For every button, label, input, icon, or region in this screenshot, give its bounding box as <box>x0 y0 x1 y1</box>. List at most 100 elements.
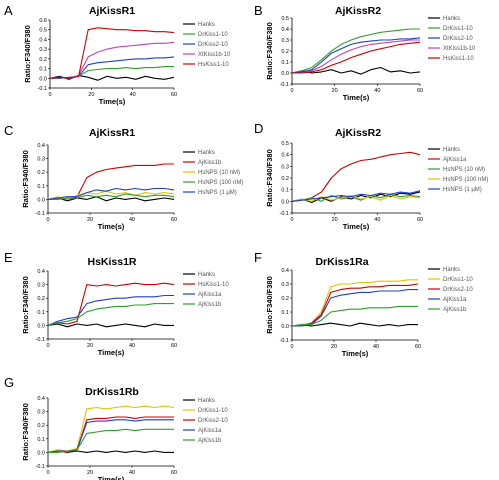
panel-c-legend-entry-4: HsNPS (1 μM) <box>198 190 237 196</box>
panel-e-series-line-2 <box>47 294 174 326</box>
panel-g-title: DrKiss1Rb <box>85 386 139 398</box>
panel-b-xtick-label: 40 <box>374 88 380 94</box>
panel-e-letter: E <box>4 250 13 265</box>
panel-g-series-line-2 <box>47 416 174 453</box>
panel-d-ytick-label: 0.2 <box>281 176 289 182</box>
panel-b-xlabel: Time(s) <box>343 93 370 102</box>
panel-e-series-line-3 <box>47 303 174 326</box>
panel-a-ylabel: Ratio:F340/F380 <box>23 25 32 83</box>
panel-d-legend-entry-4: HsNPS (1 μM) <box>443 187 482 193</box>
panel-d-xtick-label: 40 <box>374 217 380 223</box>
panel-a-xtick-label: 20 <box>88 92 94 98</box>
panel-c-legend-entry-0: Hanks <box>198 150 215 156</box>
panel-f-ylabel: Ratio:F340/F380 <box>265 276 274 334</box>
panel-f-legend-entry-2: DrKiss2-10 <box>443 287 473 293</box>
panel-b-legend-entry-0: Hanks <box>443 16 460 22</box>
panel-c-ytick-label: 0.2 <box>37 170 45 176</box>
panel-d-xlabel: Time(s) <box>343 222 370 231</box>
panel-f-title: DrKiss1Ra <box>315 256 368 268</box>
panel-a-title: AjKissR1 <box>89 5 135 17</box>
panel-d-legend-entry-3: HsNPS (100 nM) <box>443 177 488 183</box>
panel-g-ytick-label: 0.3 <box>37 410 45 416</box>
panel-a-series-line-2 <box>50 56 175 79</box>
panel-c-ytick-label: -0.1 <box>36 211 45 217</box>
panel-e-series-line-1 <box>47 282 175 326</box>
panel-a-xtick-label: 40 <box>130 92 136 98</box>
panel-f-xtick-label: 20 <box>331 344 337 350</box>
panel-b-legend-entry-4: HsKiss1-10 <box>443 56 474 62</box>
panel-b-title: AjKissR2 <box>335 5 381 17</box>
panel-b-series-line-2 <box>291 37 421 74</box>
panel-c-series-line-4 <box>47 187 175 200</box>
panel-g-ytick-label: 0.2 <box>37 423 45 429</box>
panel-b-ytick-label: 0.5 <box>281 16 289 22</box>
panel-g-legend-entry-3: AjKiss1a <box>198 428 222 434</box>
panel-e-legend-entry-0: Hanks <box>198 272 215 278</box>
panel-a-letter: A <box>4 3 13 18</box>
panel-d-xtick-label: 20 <box>332 217 338 223</box>
panel-b-xtick-label: 60 <box>417 88 423 94</box>
panel-g-legend-entry-1: DrKiss1-10 <box>198 408 228 414</box>
panel-e-ytick-label: 0.2 <box>37 296 45 302</box>
panel-e-ytick-label: 0.3 <box>37 283 45 289</box>
panel-e-xtick-label: 0 <box>46 343 49 349</box>
panel-c-letter: C <box>4 123 13 138</box>
panel-f-ytick-label: -0.1 <box>280 338 289 344</box>
panel-d-ytick-label: -0.1 <box>280 211 289 217</box>
panel-e-ytick-label: 0.4 <box>37 269 45 275</box>
panel-c-legend-entry-2: HsNPS (10 nM) <box>198 170 240 176</box>
panel-e-legend-entry-2: AjKiss1a <box>198 292 222 298</box>
panel-c-xtick-label: 0 <box>46 217 49 223</box>
panel-c-legend-entry-3: HsNPS (100 nM) <box>198 180 243 186</box>
panel-a-series-line-1 <box>49 66 174 79</box>
panel-a-legend-entry-1: DrKiss1-10 <box>198 32 228 38</box>
panel-f-xtick-label: 60 <box>415 344 421 350</box>
panel-f-legend-entry-4: AjKiss1b <box>443 307 467 313</box>
panel-g-ylabel: Ratio:F340/F380 <box>21 403 30 461</box>
panel-a-legend-entry-4: HsKiss1-10 <box>198 62 229 68</box>
panel-f-legend-entry-1: DrKiss1-10 <box>443 277 473 283</box>
panel-b-legend-entry-1: DrKiss1-10 <box>443 26 473 32</box>
panel-a-series-line-3 <box>49 41 175 79</box>
panel-g-xlabel: Time(s) <box>98 475 125 480</box>
panel-b-series-line-0 <box>291 66 421 75</box>
panel-g-series-line-3 <box>47 419 174 453</box>
panel-d-title: AjKissR2 <box>335 127 381 139</box>
panel-b-ytick-label: 0.2 <box>281 49 289 55</box>
panel-a-xlabel: Time(s) <box>99 97 126 106</box>
panel-f-letter: F <box>254 250 262 265</box>
panel-b-ytick-label: -0.1 <box>280 82 289 88</box>
panel-c-xtick-label: 20 <box>87 217 93 223</box>
panel-b-ytick-label: 0.0 <box>281 71 289 77</box>
panel-b-series-line-4 <box>292 41 421 74</box>
panel-a-series-line-0 <box>49 74 175 81</box>
panel-f-legend-entry-3: AjKiss1a <box>443 297 467 303</box>
panel-f-xtick-label: 0 <box>290 344 293 350</box>
panel-b-xtick-label: 0 <box>290 88 293 94</box>
panel-d-series-line-4 <box>291 190 421 202</box>
panel-g-ytick-label: 0.0 <box>37 450 45 456</box>
panel-g-letter: G <box>4 375 14 390</box>
panel-c-ytick-label: 0.3 <box>37 157 45 163</box>
panel-c-title: AjKissR1 <box>89 127 135 139</box>
panel-g-legend-entry-2: DrKiss2-10 <box>198 418 228 424</box>
panel-b-legend-entry-2: DrKiss2-10 <box>443 36 473 42</box>
panel-f-ytick-label: 0.3 <box>281 282 289 288</box>
panel-b-ytick-label: 0.3 <box>281 38 289 44</box>
panel-a-ytick-label: 0.1 <box>39 67 47 73</box>
panel-b-ytick-label: 0.4 <box>281 27 289 33</box>
panel-b-ytick-label: 0.1 <box>281 60 289 66</box>
panel-c-series-line-0 <box>47 196 175 202</box>
panel-b-series-line-1 <box>291 28 420 74</box>
panel-c-legend-entry-1: AjKiss1b <box>198 160 222 166</box>
panel-e-xtick-label: 20 <box>87 343 93 349</box>
panel-c-ytick-label: 0.0 <box>37 197 45 203</box>
panel-b-letter: B <box>254 3 263 18</box>
panel-g-series-line-4 <box>48 428 174 453</box>
panel-b-ylabel: Ratio:F340/F380 <box>265 22 274 80</box>
panel-e-ytick-label: 0.0 <box>37 323 45 329</box>
panel-a-ytick-label: 0.6 <box>39 18 47 24</box>
panel-d-series-line-3 <box>291 194 421 202</box>
panel-g-ytick-label: 0.4 <box>37 396 45 402</box>
